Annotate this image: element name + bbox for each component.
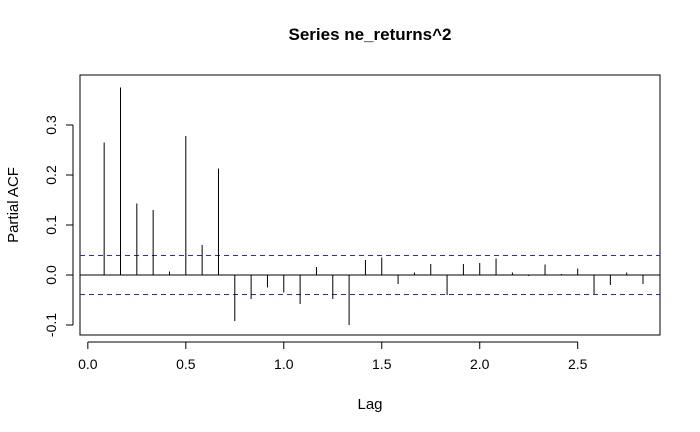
chart-title: Series ne_returns^2 [288,25,451,44]
pacf-spikes [103,87,644,325]
x-tick-label: 0.0 [78,356,98,372]
x-tick-label: 1.5 [372,356,392,372]
x-tick-label: 2.5 [568,356,588,372]
y-tick-label: 0.0 [43,265,59,285]
y-axis: -0.1 0.0 0.1 0.2 0.3 [43,115,74,337]
plot-frame [79,74,661,336]
y-tick-label: 0.3 [43,115,59,135]
confidence-bounds [80,255,660,295]
y-tick-label: 0.1 [43,215,59,235]
x-axis: 0.0 0.5 1.0 1.5 2.0 2.5 [78,341,588,372]
x-axis-label: Lag [357,396,382,413]
x-tick-label: 2.0 [470,356,490,372]
y-tick-label: 0.2 [43,165,59,185]
y-axis-label: Partial ACF [5,167,22,243]
x-tick-label: 1.0 [274,356,294,372]
y-tick-label: -0.1 [43,313,59,337]
x-tick-label: 0.5 [176,356,196,372]
